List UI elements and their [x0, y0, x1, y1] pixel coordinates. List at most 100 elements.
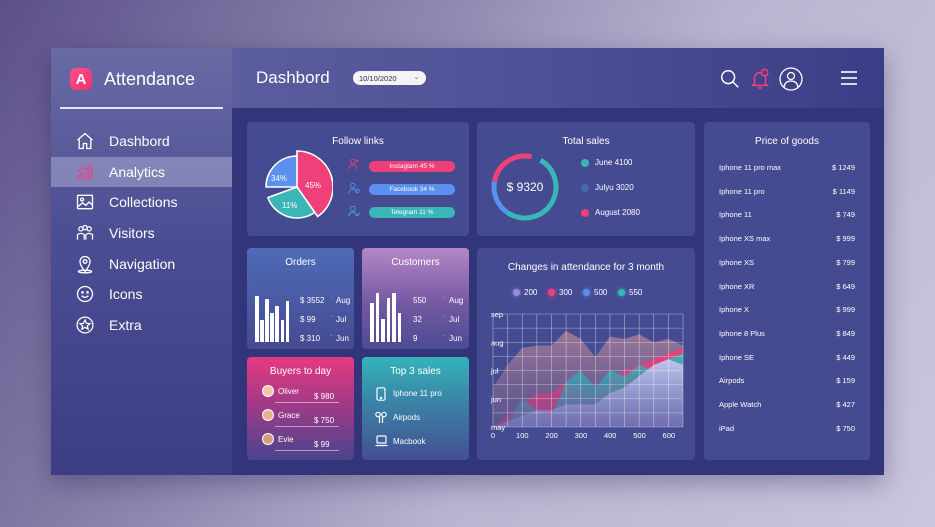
brand[interactable]: A Attendance [70, 67, 195, 91]
product-name: Iphone XS [719, 257, 755, 267]
telegram-link[interactable]: Telegram 11 % [369, 207, 455, 218]
top3-sales-card: Top 3 sales Iphone 11 pro Airpods Macboo… [362, 357, 469, 460]
top3-item[interactable]: Macbook [393, 437, 426, 446]
y-tick-label: jul [490, 367, 499, 376]
stat-value: 550 [413, 296, 427, 305]
chart-title: Changes in attendance for 3 month [507, 262, 665, 273]
chevron-down-icon: ⌄ [413, 72, 420, 81]
product-name: Iphone 11 pro [719, 186, 765, 196]
price-row[interactable]: Iphone XS $ 799 [719, 258, 855, 270]
pie-slice-45 [296, 150, 333, 218]
trend-up-icon: ˆ [443, 315, 446, 324]
sidebar-item-analytics[interactable]: Analytics [51, 156, 232, 188]
bell-icon[interactable]: ! [749, 68, 771, 90]
product-price: $ 999 [836, 234, 855, 244]
bar [270, 313, 274, 342]
stat-value: $ 310 [300, 334, 321, 343]
pie-label-34: 34% [271, 174, 288, 183]
sidebar-item-icons[interactable]: Icons [51, 279, 232, 310]
price-row[interactable]: Iphone 11 pro max $ 1249 [719, 163, 855, 175]
trend-up-icon: ˆ [330, 334, 333, 343]
airpods-icon [375, 411, 387, 427]
trend-up-icon: ˆ [330, 315, 333, 324]
sidebar-nav: Dashbord Analytics Collections Visitors [51, 126, 232, 340]
follow-links-card: Follow links 34% 45% 11% Instagtam 45 % … [247, 122, 469, 236]
row-divider [275, 450, 339, 451]
date-value: 10/10/2020 [359, 73, 397, 83]
search-icon[interactable] [719, 68, 741, 90]
trend-up-icon: ˆ [330, 296, 333, 305]
smiley-icon [75, 284, 95, 304]
visitors-icon [75, 223, 95, 243]
x-tick-label: 600 [663, 431, 676, 440]
product-price: $ 999 [836, 305, 855, 315]
stat-month: Aug [449, 296, 464, 305]
price-row[interactable]: Apple Watch $ 427 [719, 400, 855, 412]
sidebar-item-dashbord[interactable]: Dashbord [51, 126, 232, 157]
sidebar-item-collections[interactable]: Collections [51, 187, 232, 218]
product-name: Iphone X [719, 305, 750, 315]
sidebar-item-extra[interactable]: Extra [51, 310, 232, 341]
instagram-link[interactable]: Instagtam 45 % [369, 161, 455, 172]
buyer-amount: $ 99 [314, 440, 330, 449]
sidebar-item-label: Analytics [109, 163, 166, 180]
attendance-card: Changes in attendance for 3 month 200 300… [477, 248, 695, 460]
price-row[interactable]: Airpods $ 159 [719, 376, 855, 388]
legend-label: 200 [524, 288, 538, 297]
legend-label: 550 [629, 288, 643, 297]
orders-bar-chart [255, 294, 291, 342]
legend-dot [583, 289, 590, 296]
home-icon [75, 131, 95, 151]
sidebar-item-label: Visitors [109, 225, 155, 242]
price-row[interactable]: Iphone XR $ 649 [719, 282, 855, 294]
date-select[interactable]: 10/10/2020 ⌄ [353, 71, 426, 85]
price-row[interactable]: Iphone 11 pro $ 1149 [719, 187, 855, 199]
row-divider [275, 426, 339, 427]
buyer-name[interactable]: Evie [278, 435, 294, 444]
stat-value: 32 [413, 315, 422, 324]
product-price: $ 749 [836, 210, 855, 220]
stat-value: $ 99 [300, 315, 316, 324]
sidebar-item-visitors[interactable]: Visitors [51, 218, 232, 249]
top3-item[interactable]: Iphone 11 pro [393, 389, 442, 398]
top3-item[interactable]: Airpods [393, 413, 421, 422]
bar [381, 318, 385, 342]
product-price: $ 799 [836, 257, 855, 267]
bar [375, 292, 379, 342]
stat-value: $ 3552 [300, 296, 325, 305]
price-row[interactable]: Iphone 11 $ 749 [719, 210, 855, 222]
app-name: Attendance [104, 68, 196, 89]
bar [280, 320, 284, 342]
price-row[interactable]: Iphone X $ 999 [719, 305, 855, 317]
stat-month: Jul [449, 315, 460, 324]
price-row[interactable]: Iphone SE $ 449 [719, 353, 855, 365]
bar [265, 298, 269, 342]
price-row[interactable]: Iphone 8 Plus $ 849 [719, 329, 855, 341]
x-tick-label: 300 [575, 431, 588, 440]
bar [386, 297, 390, 342]
product-name: iPad [719, 423, 735, 433]
x-tick-label: 400 [604, 431, 617, 440]
sidebar-item-navigation[interactable]: Navigation [51, 248, 232, 279]
legend-dot-june [581, 159, 589, 167]
buyer-name[interactable]: Oliver [278, 387, 299, 396]
legend-dot [513, 289, 520, 296]
facebook-link[interactable]: Facebook 34 % [369, 184, 455, 195]
price-row[interactable]: Iphone XS max $ 999 [719, 234, 855, 246]
pie-label-45: 45% [305, 181, 322, 190]
sidebar-item-label: Icons [109, 286, 143, 303]
avatar-icon[interactable] [779, 67, 803, 91]
product-price: $ 1249 [832, 163, 855, 172]
legend-june: June 4100 [595, 158, 633, 167]
sidebar-item-label: Navigation [109, 255, 176, 272]
facebook-user-icon [347, 181, 361, 197]
product-name: Airpods [719, 376, 745, 386]
buyer-amount: $ 980 [314, 392, 335, 401]
divider [60, 107, 223, 109]
legend-dot-july [581, 184, 589, 192]
menu-icon[interactable] [840, 69, 858, 87]
price-row[interactable]: iPad $ 750 [719, 424, 855, 436]
customers-card: Customers 550 ˆ Aug 32 ˆ Jul 9 ˆ Jun [362, 248, 469, 349]
buyer-name[interactable]: Grace [278, 411, 300, 420]
